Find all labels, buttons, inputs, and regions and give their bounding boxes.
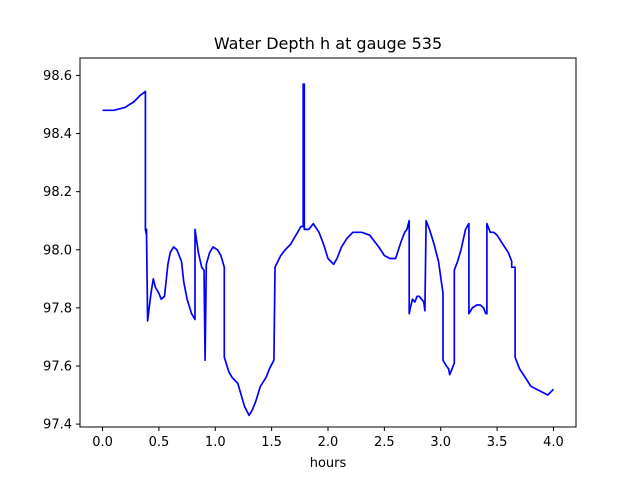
plot-frame	[79, 57, 577, 428]
x-tick-label: 3.0	[430, 435, 451, 450]
series-line	[102, 83, 555, 417]
x-tick-label: 1.5	[261, 435, 282, 450]
x-tick-label: 2.5	[374, 435, 395, 450]
x-tick-label: 2.0	[318, 435, 339, 450]
y-tick-label: 97.8	[43, 301, 72, 316]
series-layer	[102, 83, 555, 417]
y-tick-label: 98.0	[43, 243, 72, 258]
x-axis-label: hours	[310, 456, 347, 471]
y-tick-label: 98.2	[43, 185, 72, 200]
x-tick-label: 1.0	[205, 435, 226, 450]
y-tick-label: 98.4	[43, 127, 72, 142]
x-axis-ticks: 0.0 0.5 1.0 1.5 2.0 2.5 3.0 3.5 4.0	[92, 427, 564, 450]
x-tick-label: 0.0	[92, 435, 113, 450]
y-tick-label: 97.4	[43, 418, 72, 433]
x-tick-label: 0.5	[149, 435, 170, 450]
x-tick-label: 4.0	[543, 435, 564, 450]
chart-title: Water Depth h at gauge 535	[214, 34, 442, 53]
y-tick-label: 97.6	[43, 359, 72, 374]
y-tick-label: 98.6	[43, 69, 72, 84]
x-tick-label: 3.5	[487, 435, 508, 450]
y-axis-ticks: 97.4 97.6 97.8 98.0 98.2 98.4 98.6	[43, 69, 80, 433]
